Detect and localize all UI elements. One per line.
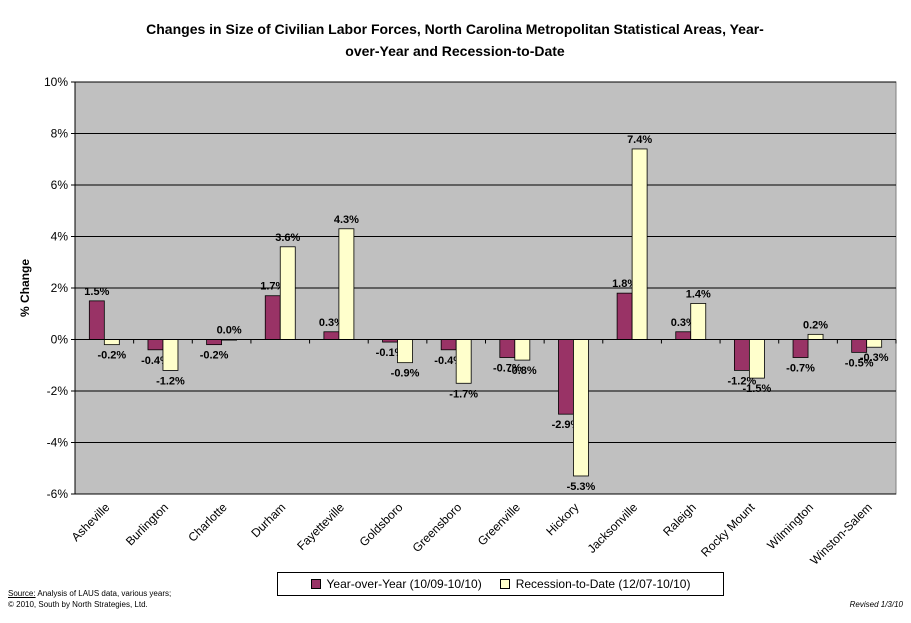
data-label: 0.3% (319, 317, 344, 329)
y-tick-label: -2% (47, 384, 69, 398)
y-tick-label: 10% (44, 75, 68, 89)
bar (514, 339, 531, 361)
bar (88, 300, 105, 340)
y-tick-label: 0% (51, 333, 69, 347)
bar (440, 339, 457, 351)
bar (499, 339, 516, 358)
x-tick-label: Greensboro (410, 500, 465, 555)
data-label: -1.7% (449, 388, 478, 400)
bar (162, 339, 179, 371)
x-tick-label: Burlington (123, 500, 171, 548)
chart-title-line-2: over-Year and Recession-to-Date (345, 43, 565, 59)
legend-swatch-yoy (310, 579, 321, 589)
source-text: Analysis of LAUS data, various years; (35, 589, 172, 598)
y-tick-label: 4% (51, 230, 69, 244)
data-label: -0.2% (200, 350, 229, 362)
bar (631, 148, 648, 340)
bar (323, 331, 340, 340)
bar (455, 339, 472, 384)
bar (733, 339, 750, 371)
x-tick-label: Fayetteville (294, 500, 347, 553)
data-label: -0.7% (786, 363, 815, 375)
x-tick-label: Jacksonville (585, 500, 641, 556)
y-tick-label: -6% (47, 487, 69, 501)
data-label: -0.9% (391, 368, 420, 380)
x-tick-label: Raleigh (660, 500, 699, 539)
bar (397, 339, 413, 364)
data-label: 1.4% (686, 288, 711, 300)
legend-label-yoy: Year-over-Year (10/09-10/10) (326, 577, 482, 591)
y-axis-label: % Change (18, 259, 32, 317)
data-label: -0.3% (860, 352, 889, 364)
x-tick-label: Charlotte (185, 500, 230, 545)
data-label: 0.2% (803, 319, 828, 331)
data-label: 1.7% (260, 281, 285, 293)
data-label: -0.8% (508, 365, 537, 377)
x-tick-label: Hickory (543, 500, 581, 538)
y-tick-label: 6% (51, 178, 69, 192)
y-tick-label: -4% (47, 436, 69, 450)
data-label: -0.2% (97, 350, 126, 362)
revised-note: Revised 1/3/10 (849, 600, 903, 609)
data-label: 0.0% (217, 325, 242, 337)
x-tick-label: Goldsboro (357, 500, 406, 549)
legend-item-yoy: Year-over-Year (10/09-10/10) (310, 577, 482, 591)
data-label: -5.3% (567, 481, 596, 493)
bar (338, 228, 355, 340)
data-label: -0.5% (845, 357, 874, 369)
source-note: Source: Analysis of LAUS data, various y… (8, 588, 171, 610)
chart-legend: Year-over-Year (10/09-10/10) Recession-t… (277, 572, 724, 596)
chart-title: Changes in Size of Civilian Labor Forces… (80, 18, 830, 62)
x-tick-label: Wilmington (764, 500, 816, 552)
data-label: 0.3% (671, 317, 696, 329)
bar (103, 339, 120, 346)
source-label: Source: (8, 589, 36, 598)
bar (279, 246, 296, 340)
bar (851, 339, 868, 353)
data-label: 7.4% (627, 134, 652, 146)
legend-item-rtd: Recession-to-Date (12/07-10/10) (499, 577, 691, 591)
data-label: -1.2% (156, 375, 185, 387)
x-tick-label: Winston-Salem (807, 500, 874, 567)
chart-title-line-1: Changes in Size of Civilian Labor Forces… (146, 21, 764, 37)
y-tick-label: 2% (51, 281, 69, 295)
copyright-text: © 2010, South by North Strategies, Ltd. (8, 600, 148, 609)
data-label: 1.8% (612, 278, 637, 290)
data-label: 4.3% (334, 214, 359, 226)
y-tick-label: 8% (51, 127, 69, 141)
legend-swatch-rtd (499, 579, 510, 589)
data-label: -0.7% (493, 363, 522, 375)
data-label: -1.5% (743, 383, 772, 395)
bar (616, 292, 633, 340)
data-label: 1.5% (84, 286, 109, 298)
bar (748, 339, 765, 379)
bar (690, 303, 707, 340)
bar (866, 339, 883, 348)
bar (558, 339, 574, 415)
bar (675, 331, 692, 340)
x-tick-label: Asheville (69, 500, 113, 544)
bar (147, 339, 164, 351)
legend-label-rtd: Recession-to-Date (12/07-10/10) (515, 577, 691, 591)
bar (206, 339, 223, 346)
bar (264, 295, 281, 340)
x-tick-label: Greenville (475, 500, 523, 548)
bar (807, 333, 824, 340)
bar (792, 339, 809, 358)
bar (573, 339, 589, 477)
x-tick-label: Rocky Mount (698, 500, 758, 560)
data-label: 3.6% (275, 232, 300, 244)
x-tick-label: Durham (248, 500, 288, 540)
